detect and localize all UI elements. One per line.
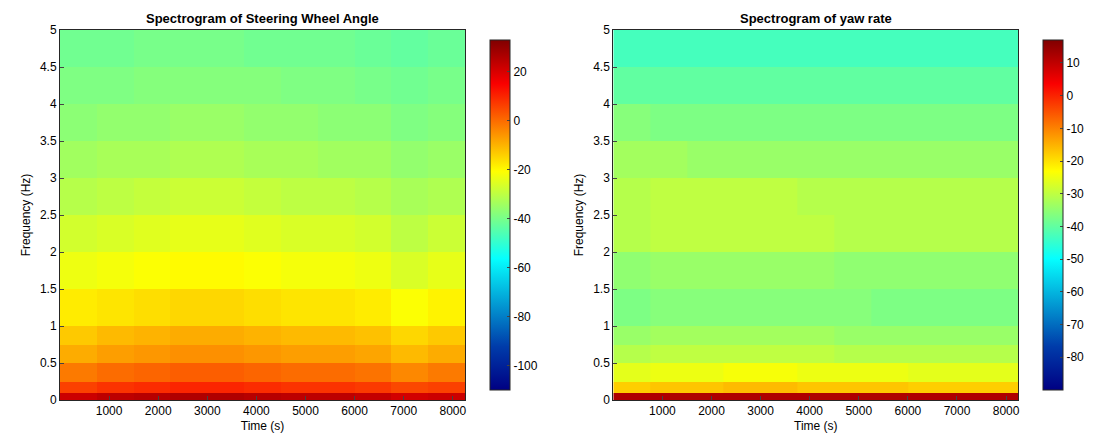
svg-text:5000: 5000 bbox=[845, 404, 872, 418]
svg-text:10: 10 bbox=[1066, 56, 1080, 70]
svg-text:0: 0 bbox=[50, 393, 57, 407]
svg-text:2.5: 2.5 bbox=[593, 208, 610, 222]
svg-text:-80: -80 bbox=[513, 310, 531, 324]
svg-text:2000: 2000 bbox=[698, 404, 725, 418]
svg-text:-80: -80 bbox=[1066, 350, 1084, 364]
svg-text:5: 5 bbox=[50, 23, 57, 37]
svg-text:-10: -10 bbox=[1066, 122, 1084, 136]
svg-text:8000: 8000 bbox=[439, 404, 466, 418]
svg-text:-100: -100 bbox=[513, 359, 537, 373]
svg-text:4000: 4000 bbox=[243, 404, 270, 418]
svg-text:3: 3 bbox=[50, 171, 57, 185]
svg-text:7000: 7000 bbox=[944, 404, 971, 418]
svg-text:Spectrogram of yaw rate: Spectrogram of yaw rate bbox=[740, 11, 892, 26]
svg-text:-70: -70 bbox=[1066, 318, 1084, 332]
svg-text:3.5: 3.5 bbox=[40, 134, 57, 148]
svg-text:-20: -20 bbox=[1066, 154, 1084, 168]
svg-text:2.5: 2.5 bbox=[40, 208, 57, 222]
svg-text:Frequency (Hz): Frequency (Hz) bbox=[572, 174, 586, 257]
svg-text:1000: 1000 bbox=[649, 404, 676, 418]
svg-text:4: 4 bbox=[603, 97, 610, 111]
svg-text:-50: -50 bbox=[1066, 252, 1084, 266]
svg-text:-30: -30 bbox=[1066, 187, 1084, 201]
svg-text:3.5: 3.5 bbox=[593, 134, 610, 148]
svg-text:2000: 2000 bbox=[145, 404, 172, 418]
svg-text:Frequency (Hz): Frequency (Hz) bbox=[19, 174, 33, 257]
svg-text:-20: -20 bbox=[513, 163, 531, 177]
svg-text:4.5: 4.5 bbox=[40, 60, 57, 74]
svg-text:0.5: 0.5 bbox=[40, 356, 57, 370]
svg-text:1000: 1000 bbox=[96, 404, 123, 418]
svg-text:2: 2 bbox=[603, 245, 610, 259]
svg-text:1: 1 bbox=[603, 319, 610, 333]
svg-text:5000: 5000 bbox=[292, 404, 319, 418]
svg-text:Spectrogram of Steering Wheel: Spectrogram of Steering Wheel Angle bbox=[146, 11, 379, 26]
svg-text:4: 4 bbox=[50, 97, 57, 111]
svg-text:8000: 8000 bbox=[993, 404, 1020, 418]
svg-text:-60: -60 bbox=[513, 261, 531, 275]
svg-text:1: 1 bbox=[50, 319, 57, 333]
svg-text:1.5: 1.5 bbox=[40, 282, 57, 296]
svg-text:0: 0 bbox=[1066, 89, 1073, 103]
svg-text:0: 0 bbox=[603, 393, 610, 407]
svg-text:0: 0 bbox=[513, 114, 520, 128]
svg-text:1.5: 1.5 bbox=[593, 282, 610, 296]
svg-text:Time (s): Time (s) bbox=[794, 419, 838, 433]
svg-text:3: 3 bbox=[603, 171, 610, 185]
svg-text:-40: -40 bbox=[513, 212, 531, 226]
svg-text:3000: 3000 bbox=[194, 404, 221, 418]
svg-text:20: 20 bbox=[513, 65, 527, 79]
svg-text:4000: 4000 bbox=[796, 404, 823, 418]
svg-text:-40: -40 bbox=[1066, 220, 1084, 234]
svg-text:5: 5 bbox=[603, 23, 610, 37]
svg-text:3000: 3000 bbox=[747, 404, 774, 418]
svg-text:6000: 6000 bbox=[341, 404, 368, 418]
svg-text:Time (s): Time (s) bbox=[241, 419, 285, 433]
svg-text:4.5: 4.5 bbox=[593, 60, 610, 74]
svg-text:0.5: 0.5 bbox=[593, 356, 610, 370]
svg-text:7000: 7000 bbox=[390, 404, 417, 418]
svg-text:2: 2 bbox=[50, 245, 57, 259]
svg-text:-60: -60 bbox=[1066, 285, 1084, 299]
svg-text:6000: 6000 bbox=[895, 404, 922, 418]
